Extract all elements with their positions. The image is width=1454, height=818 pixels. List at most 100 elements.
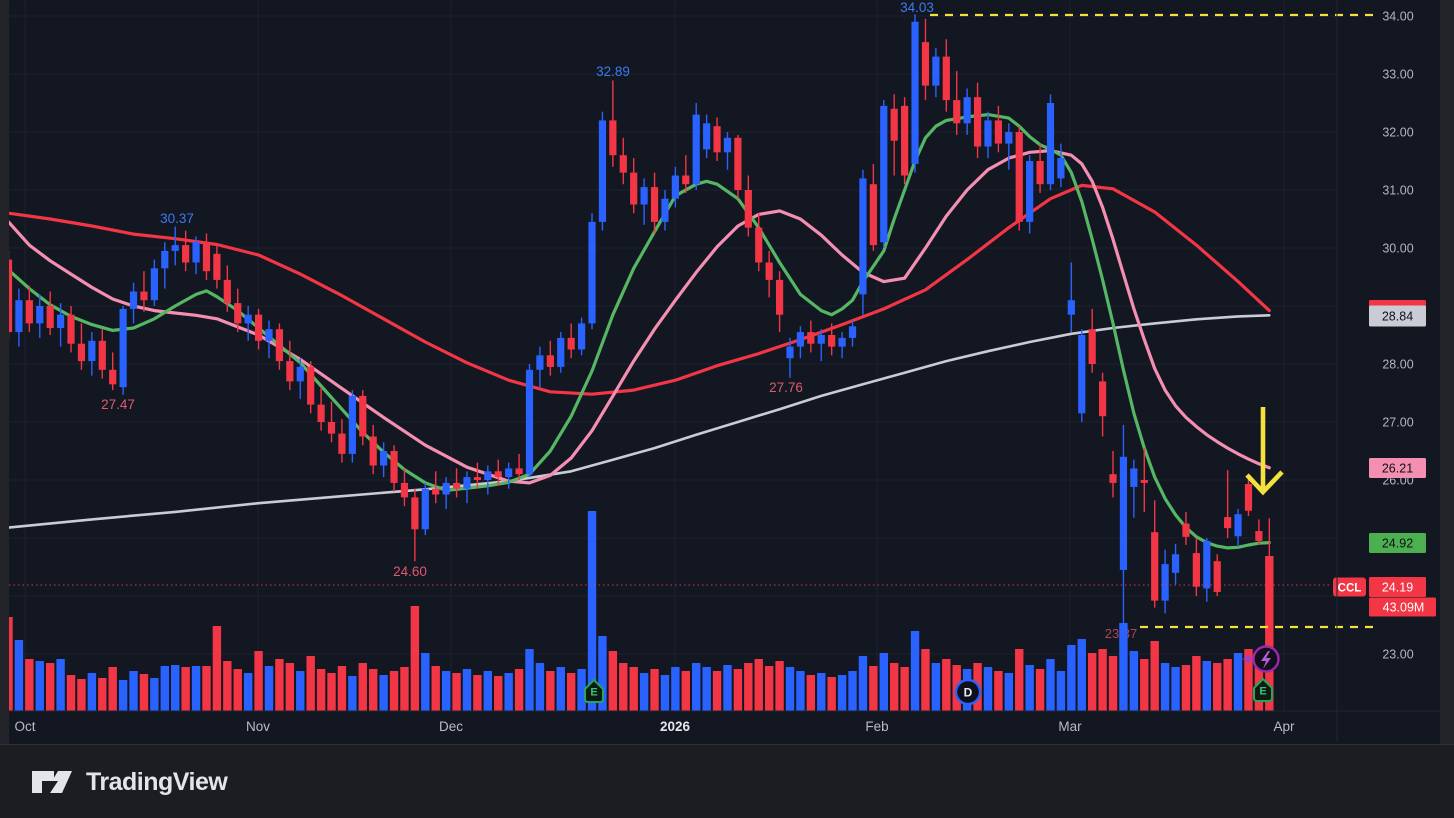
candle-body xyxy=(46,306,54,329)
volume-bar xyxy=(410,606,420,711)
ma-pink-label-text: 26.21 xyxy=(1382,462,1413,476)
volume-bar xyxy=(369,669,378,711)
volume-bar xyxy=(14,640,24,711)
candle-body xyxy=(994,120,1002,144)
candle-body xyxy=(88,340,96,362)
candle-body xyxy=(755,227,763,263)
candle-body xyxy=(411,497,419,530)
candle-body xyxy=(307,366,315,405)
volume-bar xyxy=(1171,667,1180,711)
candle-body xyxy=(182,245,190,263)
tradingview-logo[interactable]: TradingView xyxy=(30,766,228,798)
time-axis-label-dec: Dec xyxy=(439,719,463,734)
high-price-marker: 30.37 xyxy=(160,211,194,226)
volume-bar xyxy=(348,676,357,711)
volume-bar xyxy=(1119,623,1128,711)
volume-bar xyxy=(223,661,232,711)
candle-body xyxy=(150,268,158,301)
volume-bar xyxy=(1004,673,1014,711)
price-axis-tick: 30.00 xyxy=(1382,242,1413,256)
volume-bar xyxy=(848,671,857,711)
candle-body xyxy=(765,262,773,280)
candle-body xyxy=(400,482,409,498)
candle-body xyxy=(380,451,388,466)
candle-body xyxy=(171,245,179,251)
volume-bar xyxy=(775,661,784,711)
candle-body xyxy=(828,335,836,347)
candle-body xyxy=(254,314,263,341)
ma-green-label-bg xyxy=(1369,533,1426,553)
volume-bar xyxy=(1108,656,1118,711)
candle-body xyxy=(473,477,481,480)
low-price-marker: 27.76 xyxy=(769,380,803,395)
time-axis[interactable]: Oct Nov Dec 2026 Feb Mar Apr xyxy=(14,719,1295,734)
volume-bar xyxy=(1056,671,1066,711)
candle-body xyxy=(161,250,169,269)
candle-body xyxy=(775,279,784,315)
volume-bar xyxy=(389,671,399,711)
candle-body xyxy=(286,361,294,382)
candle-body xyxy=(67,314,75,344)
dividend-badge[interactable]: D xyxy=(954,678,982,706)
price-axis[interactable]: 34.0033.0032.0031.0030.0028.0027.0026.00… xyxy=(1333,10,1436,662)
tradingview-logo-text: TradingView xyxy=(86,767,228,796)
dividend-icon-letter: D xyxy=(964,686,973,700)
volume-bar xyxy=(1223,659,1232,711)
candle-body xyxy=(1171,554,1180,573)
signal-lightning-badge[interactable] xyxy=(1242,645,1280,673)
price-chart-canvas[interactable]: 23.3734.0332.8930.3727.4727.7624.60EDE34… xyxy=(0,0,1454,744)
down-arrow-head[interactable] xyxy=(1245,470,1284,496)
candle-body xyxy=(223,279,231,304)
candle-body xyxy=(234,303,242,324)
volume-bar xyxy=(452,673,461,711)
candles xyxy=(4,14,1273,633)
candle-body xyxy=(327,422,336,434)
candle-body xyxy=(984,120,992,147)
candle-body xyxy=(1213,561,1221,592)
candle-body xyxy=(557,337,565,367)
volume-bar xyxy=(671,667,680,711)
volume-bar xyxy=(171,665,180,711)
candle-body xyxy=(1078,335,1086,414)
candle-body xyxy=(36,306,44,324)
candle-body xyxy=(848,326,857,338)
window-edge-left xyxy=(0,0,9,744)
candle-body xyxy=(921,42,930,86)
volume-bar xyxy=(869,666,878,711)
low-price-marker: 24.60 xyxy=(393,564,427,579)
earnings-upcoming-badge[interactable]: E xyxy=(1253,677,1273,702)
candle-body xyxy=(213,253,221,280)
volume-bar xyxy=(473,675,482,711)
candle-body xyxy=(1192,553,1200,587)
volume-bar xyxy=(160,666,169,711)
earnings-past-1-badge[interactable]: E xyxy=(584,678,604,703)
volume-bar xyxy=(441,671,451,711)
candle-body xyxy=(421,488,429,530)
volume-label-text: 43.09M xyxy=(1383,601,1425,615)
volume-bar xyxy=(983,667,993,711)
time-axis-label-2026: 2026 xyxy=(660,719,691,734)
candle-body xyxy=(25,300,33,324)
volume-bar xyxy=(733,669,743,711)
candle-body xyxy=(588,221,596,324)
volume-bar xyxy=(1140,659,1149,711)
candle-body xyxy=(1067,300,1075,315)
candle-body xyxy=(880,105,888,243)
candle-body xyxy=(244,314,252,324)
candle-body xyxy=(494,471,502,478)
volume-bar xyxy=(316,669,326,711)
volume-bar xyxy=(504,673,513,711)
volume-bar xyxy=(296,671,305,711)
volume-bar xyxy=(639,673,649,711)
volume-bar xyxy=(806,675,816,711)
candle-body xyxy=(359,395,367,437)
candle-body xyxy=(1099,381,1107,417)
volume-bar xyxy=(566,673,576,711)
candle-body xyxy=(525,369,534,475)
candle-body xyxy=(609,120,617,156)
volume-bar xyxy=(264,666,274,711)
candle-body xyxy=(1109,474,1117,483)
window-edge-right xyxy=(1440,0,1454,744)
volume-bar xyxy=(858,656,868,711)
